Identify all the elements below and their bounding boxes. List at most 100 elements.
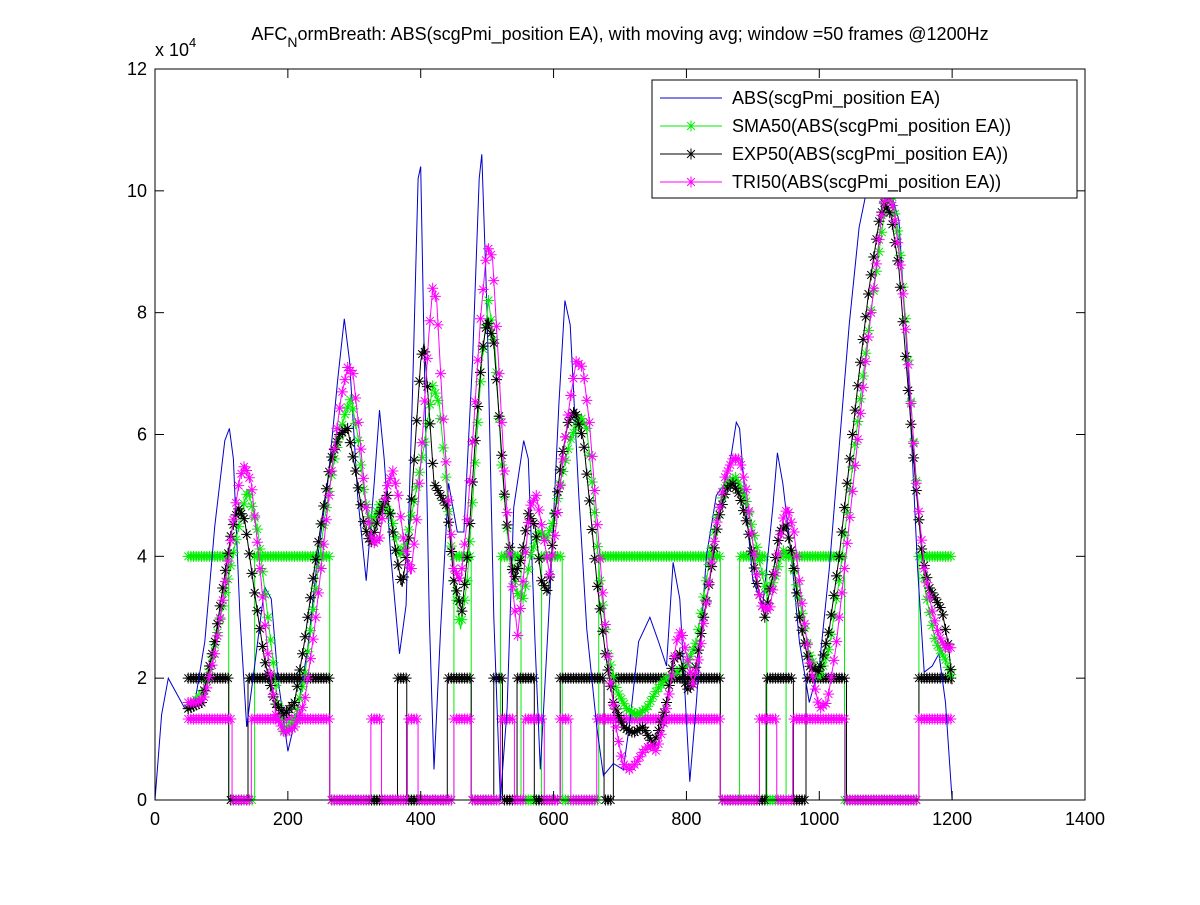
series-marker-3-198 bbox=[281, 726, 293, 738]
series-marker-3-1170 bbox=[926, 605, 938, 617]
series-marker-1-1022 bbox=[828, 610, 840, 622]
series-marker-3-854 bbox=[716, 486, 728, 498]
series-marker-3-306 bbox=[352, 416, 364, 428]
series-marker-1-418 bbox=[427, 380, 439, 392]
series-marker-3-862 bbox=[722, 465, 734, 477]
series-marker-1-790 bbox=[674, 664, 686, 676]
series-marker-2-290 bbox=[342, 422, 354, 434]
series-marker-3-878 bbox=[732, 453, 744, 465]
series-marker-3-218 bbox=[294, 708, 306, 720]
series-marker-3-1130 bbox=[900, 323, 912, 335]
series-marker-1-1190 bbox=[940, 654, 951, 666]
series-marker-3-178 bbox=[267, 688, 279, 700]
chart-title-post: ormBreath: ABS(scgPmi_position EA), with… bbox=[298, 24, 989, 45]
series-marker-3-846 bbox=[711, 516, 723, 528]
series-marker-1-290 bbox=[342, 401, 354, 413]
series-marker-1-626 bbox=[565, 433, 577, 445]
series-marker-1-442 bbox=[443, 506, 455, 518]
series-marker-1-486 bbox=[472, 416, 484, 428]
series-marker-1-246 bbox=[312, 561, 324, 573]
series-marker-3-378 bbox=[400, 545, 412, 557]
series-marker-3-182 bbox=[270, 709, 282, 721]
series-marker-3-1074 bbox=[862, 331, 874, 343]
indicator-marker-1-908 bbox=[785, 672, 797, 684]
series-marker-1-702 bbox=[615, 693, 627, 705]
indicator-marker-1-472 bbox=[496, 672, 508, 684]
series-marker-3-1086 bbox=[870, 258, 882, 270]
series-marker-2-1182 bbox=[934, 602, 946, 614]
series-marker-3-1126 bbox=[897, 288, 909, 300]
series-marker-1-298 bbox=[347, 403, 359, 415]
series-marker-2-790 bbox=[674, 648, 686, 660]
series-marker-2-1074 bbox=[862, 288, 874, 300]
series-marker-1-1186 bbox=[937, 649, 949, 661]
series-marker-2-950 bbox=[780, 520, 792, 532]
series-marker-3-774 bbox=[663, 688, 675, 700]
series-marker-1-886 bbox=[738, 489, 750, 501]
series-marker-2-358 bbox=[387, 526, 399, 538]
series-marker-3-122 bbox=[230, 497, 242, 509]
series-marker-2-846 bbox=[711, 523, 723, 535]
series-marker-1-914 bbox=[756, 567, 768, 579]
series-marker-3-522 bbox=[496, 416, 508, 428]
series-marker-2-246 bbox=[312, 536, 324, 548]
series-marker-3-1022 bbox=[828, 654, 840, 666]
series-marker-2-450 bbox=[448, 575, 460, 587]
series-marker-1-674 bbox=[597, 599, 609, 611]
y-multiplier: x 104 bbox=[155, 35, 196, 60]
series-marker-3-650 bbox=[581, 394, 593, 406]
series-marker-1-1114 bbox=[889, 208, 901, 220]
x-tick-label-4: 800 bbox=[671, 809, 701, 829]
series-marker-3-1150 bbox=[913, 506, 925, 518]
series-marker-3-1094 bbox=[876, 209, 888, 221]
series-marker-3-1066 bbox=[857, 381, 869, 393]
series-marker-1-950 bbox=[780, 547, 792, 559]
series-marker-1-938 bbox=[772, 561, 784, 573]
series-marker-1-1046 bbox=[844, 484, 856, 496]
series-marker-3-186 bbox=[273, 714, 285, 726]
series-marker-2-742 bbox=[642, 729, 654, 741]
series-marker-3-642 bbox=[575, 360, 587, 372]
series-marker-3-206 bbox=[286, 723, 298, 735]
series-marker-3-882 bbox=[735, 459, 747, 471]
series-marker-3-1162 bbox=[921, 577, 933, 589]
series-marker-1-282 bbox=[336, 419, 348, 431]
series-marker-2-1138 bbox=[905, 418, 917, 430]
series-marker-2-850 bbox=[714, 509, 726, 521]
series-marker-1-618 bbox=[560, 454, 572, 466]
series-marker-1-170 bbox=[262, 611, 274, 623]
series-marker-2-758 bbox=[653, 725, 665, 737]
series-marker-1-382 bbox=[403, 524, 415, 536]
indicator-marker-2-212 bbox=[323, 713, 335, 725]
series-marker-1-466 bbox=[459, 594, 471, 606]
series-marker-1-906 bbox=[751, 541, 763, 553]
series-marker-1-1042 bbox=[841, 506, 853, 518]
series-marker-3-298 bbox=[347, 368, 359, 380]
series-marker-1-686 bbox=[605, 659, 617, 671]
series-marker-2-1026 bbox=[831, 570, 843, 582]
series-marker-1-174 bbox=[265, 634, 277, 646]
series-marker-1-642 bbox=[575, 413, 587, 425]
series-marker-3-442 bbox=[443, 494, 455, 506]
indicator-marker-0-424 bbox=[464, 550, 476, 562]
series-marker-3-426 bbox=[432, 319, 444, 331]
series-marker-3-726 bbox=[631, 755, 643, 767]
series-marker-2-706 bbox=[618, 721, 630, 733]
series-marker-3-838 bbox=[706, 556, 718, 568]
series-marker-3-998 bbox=[812, 696, 824, 708]
indicator-marker-2-800 bbox=[714, 713, 726, 725]
series-marker-3-418 bbox=[427, 282, 439, 294]
series-marker-2-550 bbox=[514, 554, 526, 566]
series-marker-1-514 bbox=[490, 366, 502, 378]
series-marker-1-622 bbox=[562, 443, 574, 455]
series-marker-2-102 bbox=[217, 582, 229, 594]
series-marker-1-406 bbox=[419, 436, 431, 448]
series-marker-3-1146 bbox=[910, 477, 922, 489]
series-marker-2-174 bbox=[265, 679, 277, 691]
series-marker-2-254 bbox=[318, 500, 330, 512]
series-marker-3-610 bbox=[554, 480, 566, 492]
series-marker-2-462 bbox=[456, 605, 468, 617]
series-marker-2-362 bbox=[389, 544, 401, 556]
series-marker-2-670 bbox=[594, 603, 606, 615]
